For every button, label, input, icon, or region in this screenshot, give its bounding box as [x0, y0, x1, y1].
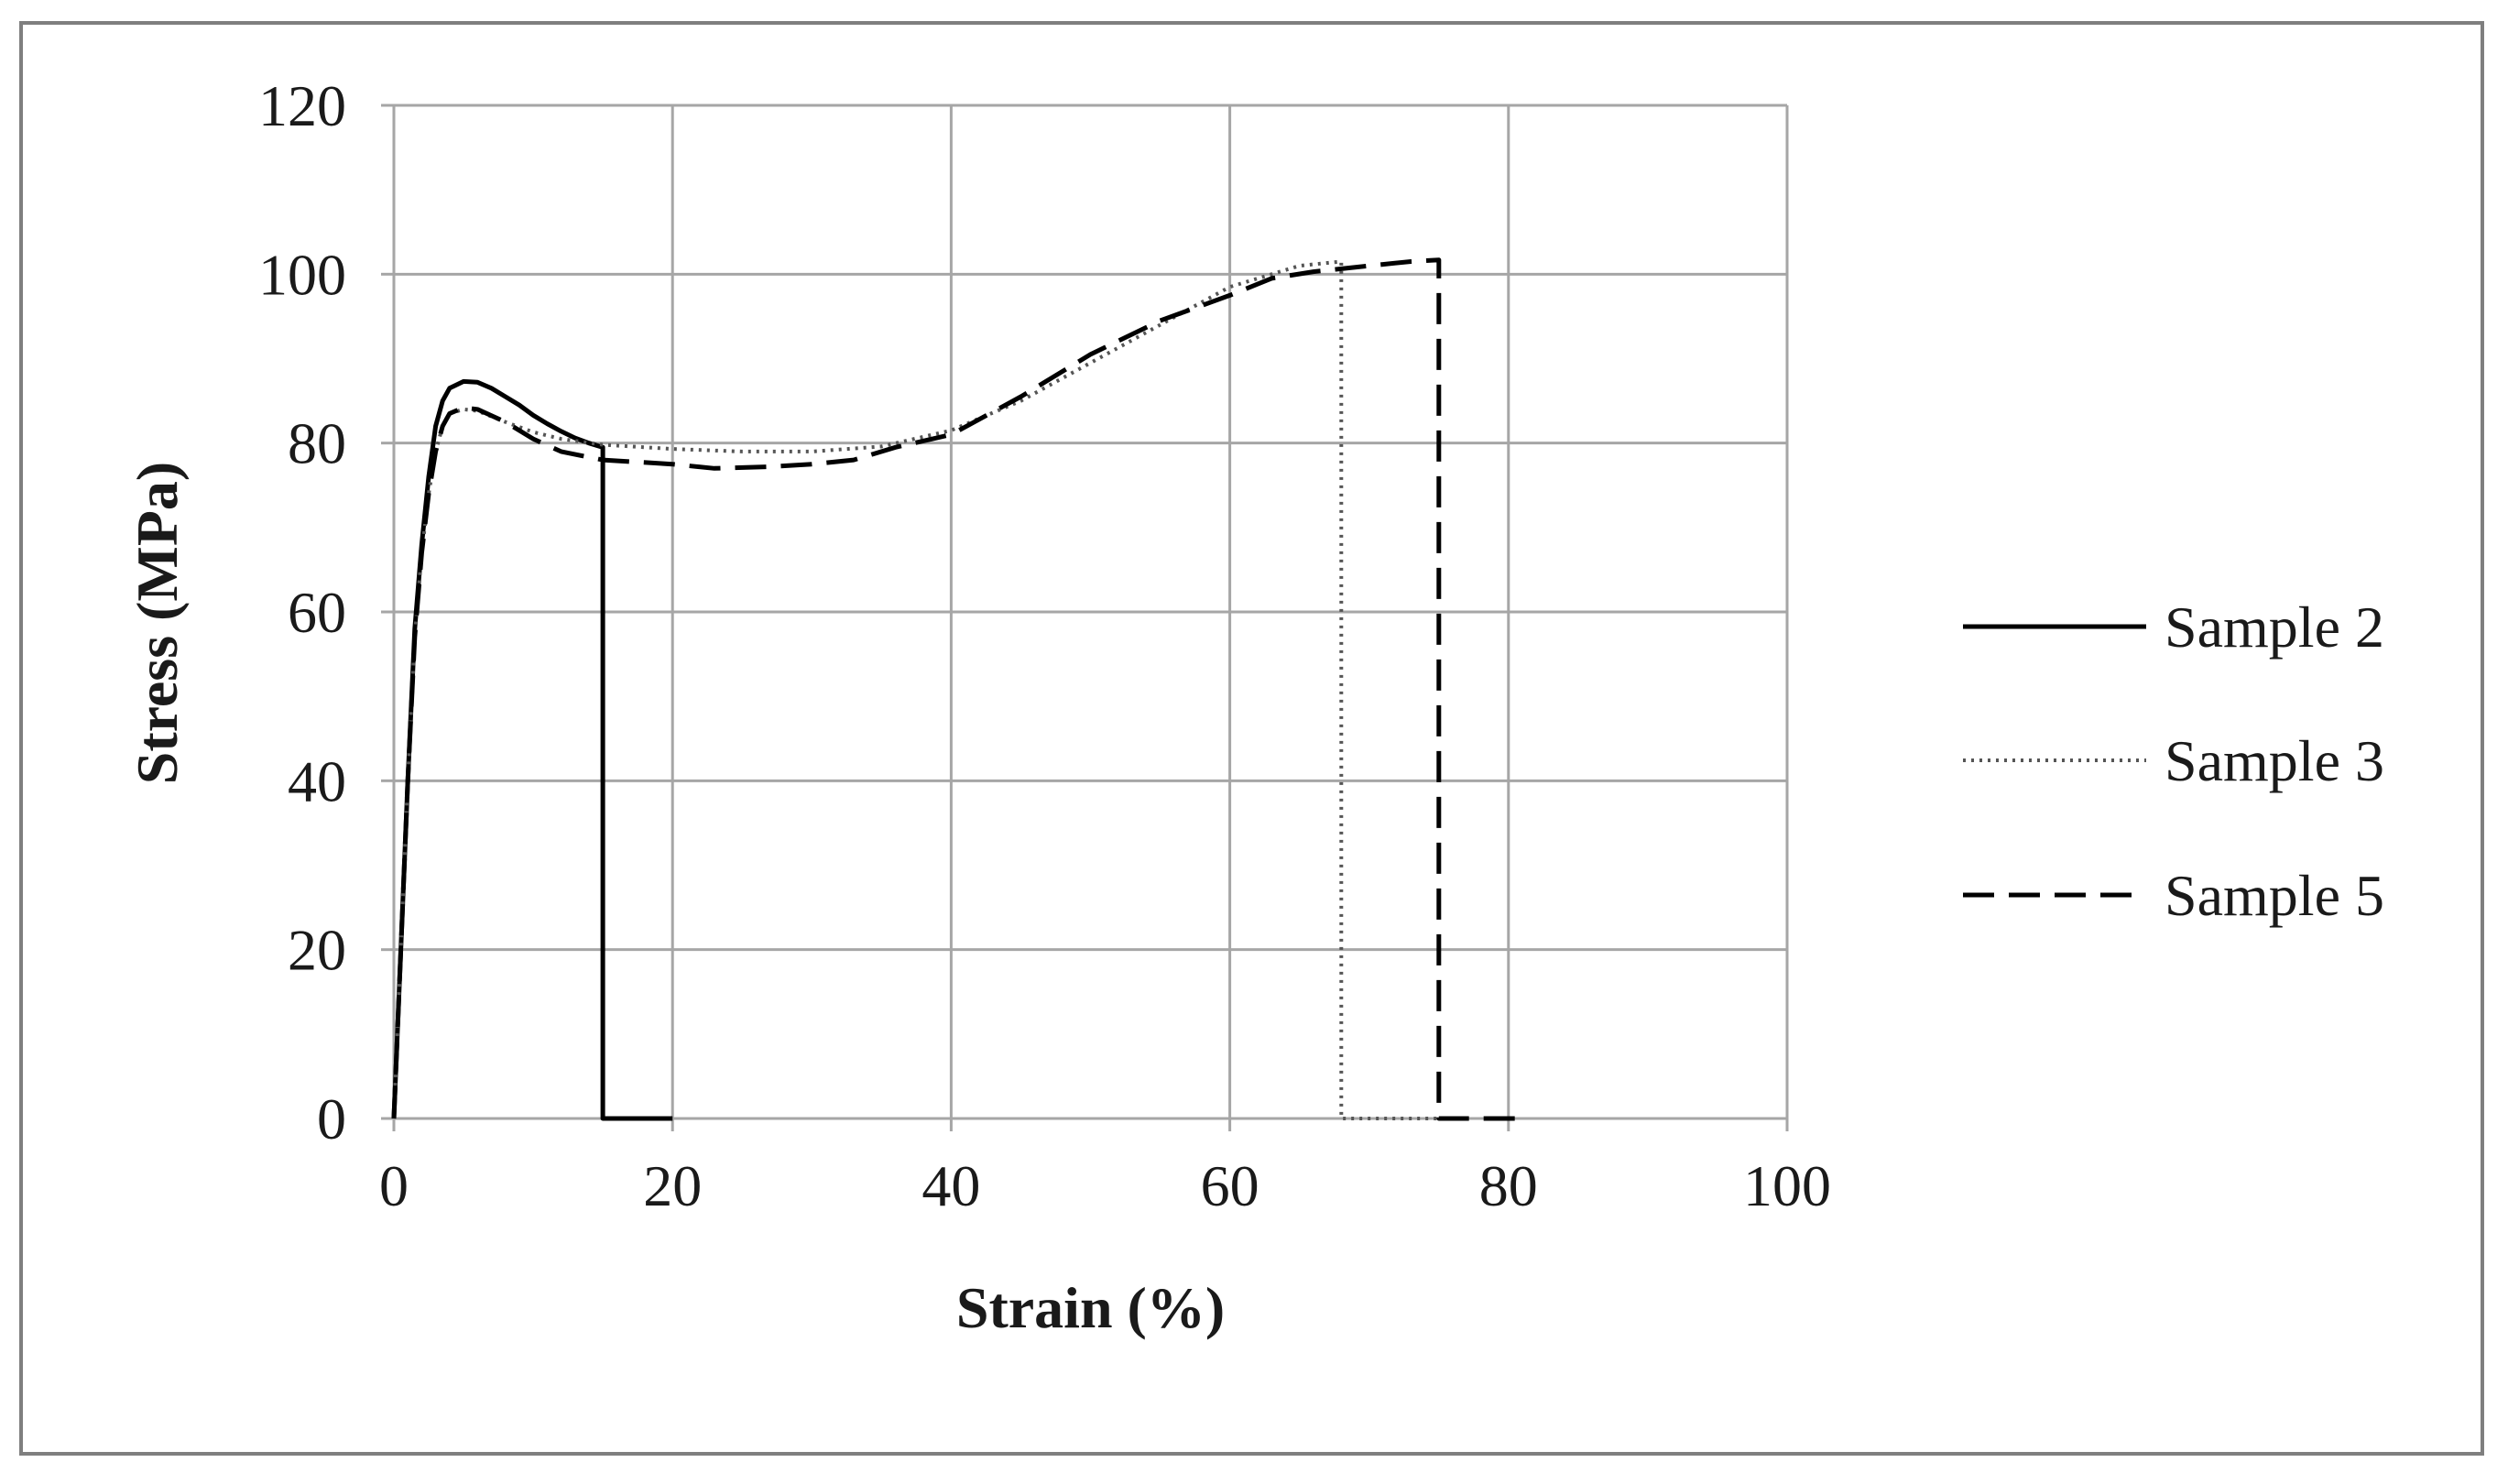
y-tick-label: 100 — [258, 242, 346, 307]
legend-label-2: Sample 3 — [2165, 728, 2384, 793]
y-tick-label: 60 — [288, 580, 346, 645]
series-line-2 — [392, 259, 1439, 1120]
y-tick-label: 40 — [288, 748, 346, 813]
x-tick-label: 40 — [921, 1153, 980, 1218]
legend-label-3: Sample 5 — [2165, 863, 2384, 928]
x-tick-label: 80 — [1479, 1153, 1538, 1218]
y-tick-label: 20 — [288, 918, 346, 983]
y-axis-title: Stress (MPa) — [125, 462, 190, 785]
series-line-3 — [391, 257, 1522, 1121]
x-tick-label: 100 — [1743, 1153, 1831, 1218]
tick-label-layer: 0 20 40 60 80 100 0 20 40 60 80 100 120 — [258, 73, 1831, 1218]
axis-layer — [381, 104, 1789, 1131]
legend: Sample 2 Sample 3 Sample 5 — [1963, 595, 2384, 928]
x-tick-label: 0 — [379, 1153, 409, 1218]
stress-strain-chart: 0 20 40 60 80 100 0 20 40 60 80 100 120 Strain (%) S… — [125, 73, 2384, 1340]
y-tick-label: 120 — [258, 73, 346, 138]
x-tick-label: 20 — [643, 1153, 702, 1218]
series-layer — [391, 257, 1522, 1121]
x-axis-title: Strain (%) — [956, 1275, 1225, 1340]
chart-frame: 0 20 40 60 80 100 0 20 40 60 80 100 120 Strain (%) S… — [19, 21, 2484, 1456]
y-tick-label: 80 — [288, 411, 346, 476]
legend-label-1: Sample 2 — [2165, 595, 2384, 660]
grid-layer — [392, 104, 1789, 1120]
x-tick-label: 60 — [1201, 1153, 1259, 1218]
y-tick-label: 0 — [317, 1086, 346, 1151]
series-line-1 — [391, 378, 673, 1121]
